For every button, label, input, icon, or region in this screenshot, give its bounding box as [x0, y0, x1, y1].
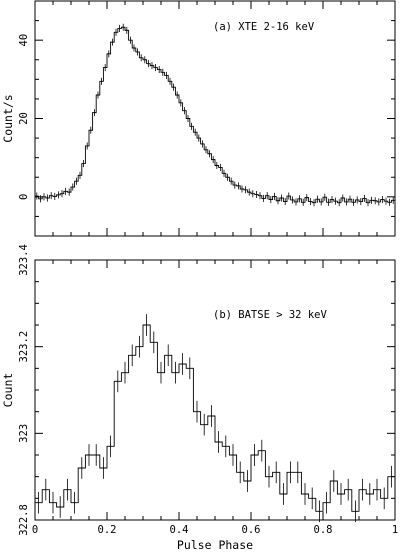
panel-b-y-axis-label: Count: [1, 373, 15, 408]
panel-b-y-tick-label: 323.4: [18, 244, 30, 276]
panel-b-series-line: [35, 324, 395, 512]
panel-b-series: [35, 314, 395, 523]
panel-a-y-axis-label: Count/s: [1, 94, 15, 142]
panel-a-series-line: [35, 26, 395, 204]
panel-a-series: [35, 23, 395, 207]
panel-b-y-tick-label: 323.2: [18, 331, 30, 363]
panel-a-y-tick-label: 20: [18, 112, 30, 125]
panel-b-annotation: (b) BATSE > 32 keV: [213, 309, 327, 321]
panel-b-x-tick-label: 0.2: [98, 524, 117, 536]
panel-b-y-tick-label: 322.8: [18, 504, 30, 536]
panel-a-y-tick-label: 40: [18, 34, 30, 47]
x-axis-label: Pulse Phase: [177, 538, 253, 552]
panel-b-y-tick-label: 323: [18, 424, 30, 443]
panel-a-annotation: (a) XTE 2-16 keV: [213, 21, 315, 33]
panel-a-y-tick-label: 0: [18, 194, 30, 200]
panel-a-xte: (a) XTE 2-16 keV Count/s 0 20 40: [1, 0, 396, 237]
panel-b-x-tick-label: 0.4: [170, 524, 189, 536]
panel-b-x-tick-label: 0.8: [314, 524, 333, 536]
panel-b-x-tick-label: 0.6: [242, 524, 261, 536]
panel-b-batse: (b) BATSE > 32 keV Count 0 0.2 0.4 0.6 0.8 1 3…: [1, 244, 398, 536]
panel-b-x-tick-label: 1: [392, 524, 398, 536]
panel-a-ticks: 0 20 40: [18, 0, 396, 237]
panel-b-ticks: 0 0.2 0.4 0.6 0.8 1 322.8 323 323.2 323.4: [18, 244, 398, 536]
panel-b-frame: [34, 259, 396, 521]
panel-b-x-tick-label: 0: [32, 524, 38, 536]
